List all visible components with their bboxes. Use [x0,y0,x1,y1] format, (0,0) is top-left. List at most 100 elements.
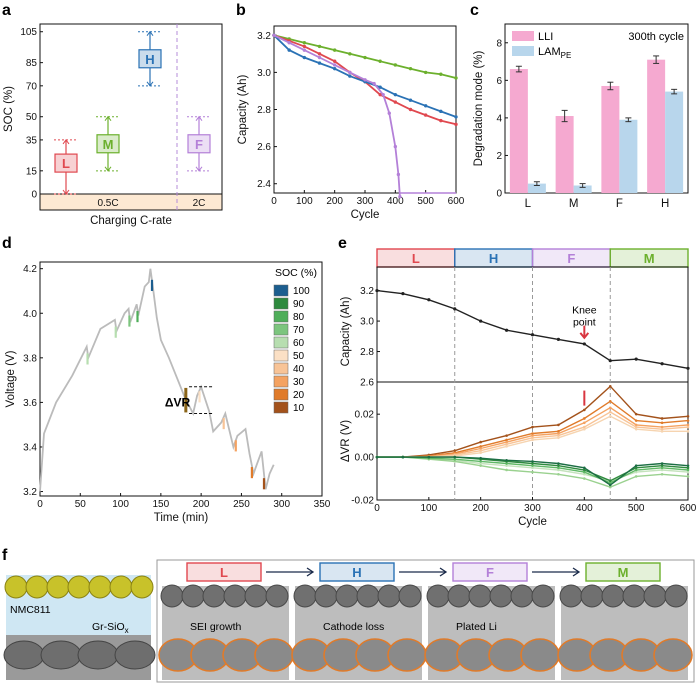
series-point-L [302,44,307,49]
series-line-H [273,34,457,118]
series-point-L [393,100,398,104]
anode-particle [254,638,294,672]
panel-label-b: b [236,2,246,19]
dvr-point-70 [479,464,482,467]
dvr-point-40 [557,434,560,437]
range-arrowhead-F [195,115,203,122]
dvr-point-70 [686,475,690,478]
x-axis-label: Time (min) [154,512,209,524]
series-line-F [273,34,401,197]
y-axis-label-bottom: ΔVR (V) [340,420,352,462]
series-point-H [454,115,458,119]
range-box-label-L: L [62,156,70,171]
series-point-L [408,107,413,112]
graphite-particle [3,640,45,670]
dvr-point-50 [634,427,638,431]
series-point-F [287,41,291,45]
legend-title: SOC (%) [275,267,317,279]
bar-LLI-H [647,59,666,193]
dvr-point-10 [686,415,690,418]
graphite-particle [77,640,119,670]
dvr-point-40 [479,449,482,452]
dvr-point-100 [608,483,612,487]
bar-LLI-L [509,69,528,193]
y-axis-tick-label: 2.8 [257,105,271,116]
dvr-point-80 [479,460,482,463]
dvr-point-70 [505,468,508,472]
legend-label-lli: LLI [538,31,553,43]
anode-particle [520,638,560,672]
dvr-point-50 [531,438,534,442]
panel-d-frame [39,261,323,497]
category-label: M [569,198,579,210]
capacity-point [686,366,690,370]
cathode-sphere [335,584,359,608]
x-axis-tick-label: 300 [357,196,374,207]
range-box-label-H: H [145,52,154,67]
dvr-point-90 [583,468,586,472]
series-point-F [396,172,401,177]
knee-arrowhead [579,332,590,340]
dvr-point-80 [660,466,664,470]
y-axis-label: Capacity (Ah) [237,75,249,145]
dvr-point-50 [557,436,560,440]
dvr-point-90 [660,464,664,467]
y-axis-top-tick-label: 2.8 [360,347,374,358]
panel-label-e: e [338,235,347,252]
scene-note-L: SEI growth [190,621,242,633]
rate-band-2c [177,194,222,210]
legend-swatch-50 [273,349,289,362]
series-point-H [408,98,413,102]
cathode-sphere [244,584,268,608]
seq-box-fill-M [586,563,660,581]
legend-label-60: 60 [293,338,305,349]
range-arrowhead-M [104,115,112,122]
seq-box-fill-L [187,563,261,581]
anode-particle [653,638,693,672]
dvr-point-10 [453,449,457,452]
legend-label-20: 20 [293,390,305,401]
dvr-label: ΔVR [165,395,191,409]
seq-label-H: H [352,565,361,580]
x-axis-tick-label: 300 [273,499,290,510]
bar-LAMPE-M [573,185,592,193]
capacity-point [556,337,561,341]
range-box-L [54,153,78,173]
dvr-point-20 [479,445,482,448]
series-point-M [332,48,337,52]
x-axis-tick-label: 100 [112,499,129,510]
series-point-M [302,41,307,45]
panel-c-degradation-modes: 0 2 4 6 8 Degradation mode (%) L M F H LLI LAMPE 300… [473,23,689,210]
dvr-point-30 [608,406,612,410]
series-point-H [332,66,337,71]
series-point-M [363,55,367,60]
range-box-fill-H [139,49,161,68]
seq-arrowhead [572,567,581,577]
y-axis-tick-label: 70 [26,81,38,92]
dvr-point-10 [505,434,508,437]
dvr-point-80 [453,457,457,461]
dvr-point-60 [479,462,482,465]
voltage-curve [39,268,275,492]
range-box-label-M: M [103,137,114,152]
dvr-point-50 [660,430,664,433]
dvr-point-100 [686,464,690,467]
dvr-point-40 [686,425,690,429]
series-point-M [454,76,458,80]
series-point-F [348,70,352,75]
bar-LLI-M [555,116,574,193]
cathode-sphere [265,584,289,608]
legend-swatch-20 [273,388,289,401]
rate-label-0.5c: 0.5C [97,198,118,209]
x-axis-tick-label: 0 [374,503,380,514]
x-axis-tick-label: 150 [153,499,170,510]
annotation-cycle: 300th cycle [628,31,684,43]
legend-swatch-lam [512,46,534,56]
dvr-point-80 [634,468,638,472]
range-box-H [138,49,162,69]
bar-LAMPE-H [665,91,684,193]
graphite-particle [40,640,82,670]
legend-label-70: 70 [293,325,305,336]
dvr-point-40 [583,425,586,429]
capacity-point [375,289,379,293]
